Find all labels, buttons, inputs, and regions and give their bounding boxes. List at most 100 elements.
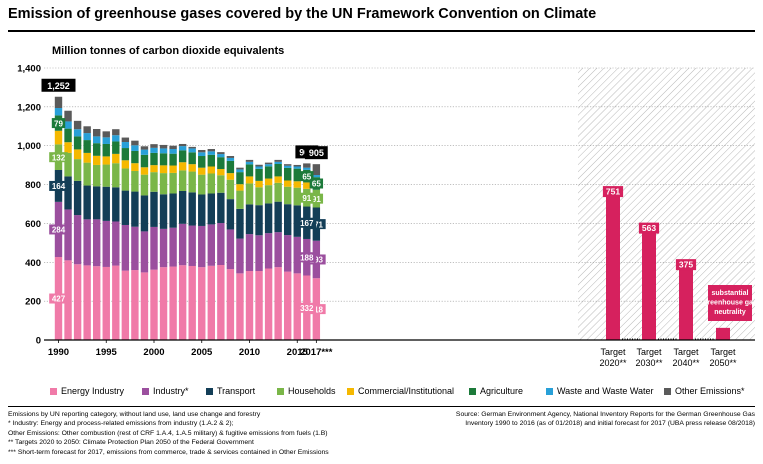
target-bar — [679, 267, 693, 340]
bar-segment — [64, 110, 72, 122]
bar-segment — [207, 166, 215, 174]
bar-segment — [169, 153, 177, 166]
bar-segment — [264, 178, 273, 186]
bar-segment — [102, 220, 110, 267]
legend-item: Households — [277, 386, 336, 396]
bar-segment — [188, 225, 196, 266]
target-label: Target — [673, 347, 699, 357]
legend-item: Industry* — [142, 386, 189, 396]
source-note: Source: German Environment Agency, Natio… — [455, 411, 755, 428]
legend-swatch — [469, 387, 476, 395]
bar-segment — [226, 160, 235, 174]
bar-segment — [198, 267, 206, 340]
data-label-bg — [297, 217, 317, 228]
bar-segment — [245, 204, 254, 235]
data-label-bg — [307, 219, 326, 230]
bar-segment — [73, 129, 82, 137]
bar-segment — [255, 205, 263, 236]
bar-segment — [245, 164, 254, 177]
footnote: Emissions by UN reporting category, with… — [8, 411, 261, 418]
total-label-bg — [41, 78, 76, 92]
data-label-bg — [297, 252, 317, 263]
bar-segment — [255, 187, 263, 206]
bar-segment — [284, 204, 292, 236]
bar-segment — [217, 152, 225, 155]
bar-segment — [293, 168, 301, 182]
bar-segment — [73, 264, 82, 340]
bar-segment — [169, 227, 177, 267]
footnote: ** Targets 2020 to 2050: Climate Protect… — [8, 439, 254, 447]
bar-segment — [264, 162, 273, 165]
bar-segment — [236, 184, 244, 191]
data-label: 164 — [52, 182, 66, 191]
bar-segment — [178, 162, 187, 171]
legend-swatch — [664, 387, 671, 395]
bar-segment — [236, 167, 244, 170]
bar-segment — [178, 143, 187, 147]
bar-segment — [274, 161, 282, 164]
y-tick-label: 600 — [25, 219, 41, 230]
y-tick-label: 1,400 — [17, 64, 41, 75]
footnote: * Industry: Energy and process-related e… — [8, 420, 234, 428]
bar-segment — [112, 163, 120, 188]
bar-segment — [178, 146, 187, 151]
bar-segment — [64, 176, 72, 210]
x-tick-label: 2000 — [143, 347, 164, 358]
bar-segment — [169, 165, 177, 173]
bar-segment — [236, 238, 244, 274]
bar-segment — [83, 265, 91, 340]
legend-item: Other Emissions* — [664, 386, 745, 396]
legend-label: Industry* — [153, 386, 189, 396]
bar-segment — [131, 145, 139, 151]
bar-segment — [188, 164, 196, 172]
bar-segment — [226, 269, 235, 340]
target-value-label: 375 — [679, 260, 693, 270]
bar-segment — [102, 266, 110, 340]
bar-segment — [131, 150, 139, 164]
y-tick-label: 0 — [36, 336, 41, 347]
bar-segment — [102, 137, 110, 144]
legend-swatch — [206, 387, 213, 395]
bar-segment — [293, 181, 301, 188]
bar-segment — [93, 164, 101, 187]
bar-segment — [284, 165, 292, 168]
bar-segment — [102, 156, 110, 165]
bar-segment — [121, 142, 130, 149]
bar-segment — [140, 146, 149, 150]
target-neutrality-text: neutrality — [714, 309, 746, 316]
bar-segment — [150, 152, 158, 166]
bar-segment — [255, 168, 263, 181]
data-label-bg — [49, 224, 68, 235]
bar-segment — [255, 180, 263, 188]
bar-segment — [207, 173, 215, 194]
data-label-bg — [49, 180, 68, 191]
bar-segment — [102, 131, 110, 138]
bar-segment — [255, 164, 263, 167]
bar-segment — [264, 203, 273, 234]
bar-segment — [178, 265, 187, 340]
bar-segment — [188, 171, 196, 193]
emissions-chart: 0 200 400 600 800 1,000 1,200 1,400 1990 1995 2000… — [17, 64, 757, 369]
bar-segment — [131, 163, 139, 171]
bar-segment — [264, 185, 273, 204]
target-label: Target — [600, 347, 626, 357]
bar-segment — [159, 267, 168, 340]
data-label-bg — [49, 293, 68, 304]
bar-segment — [140, 272, 149, 340]
target-bar — [642, 230, 656, 340]
bar-segment — [236, 172, 244, 185]
bar-segment — [217, 169, 225, 176]
bar-segment — [274, 159, 282, 162]
bar-segment — [83, 185, 91, 220]
data-label: 79 — [54, 119, 63, 128]
bar-segment — [93, 143, 101, 156]
bar-segment — [93, 136, 101, 144]
bar-segment — [64, 142, 72, 153]
target-label: Target — [636, 347, 662, 357]
bar-segment — [303, 163, 311, 168]
bar-segment — [64, 152, 72, 177]
bar-segment — [207, 149, 215, 152]
bar-segment — [293, 236, 301, 274]
bar-segment — [159, 194, 168, 229]
legend-item: Transport — [206, 386, 255, 396]
